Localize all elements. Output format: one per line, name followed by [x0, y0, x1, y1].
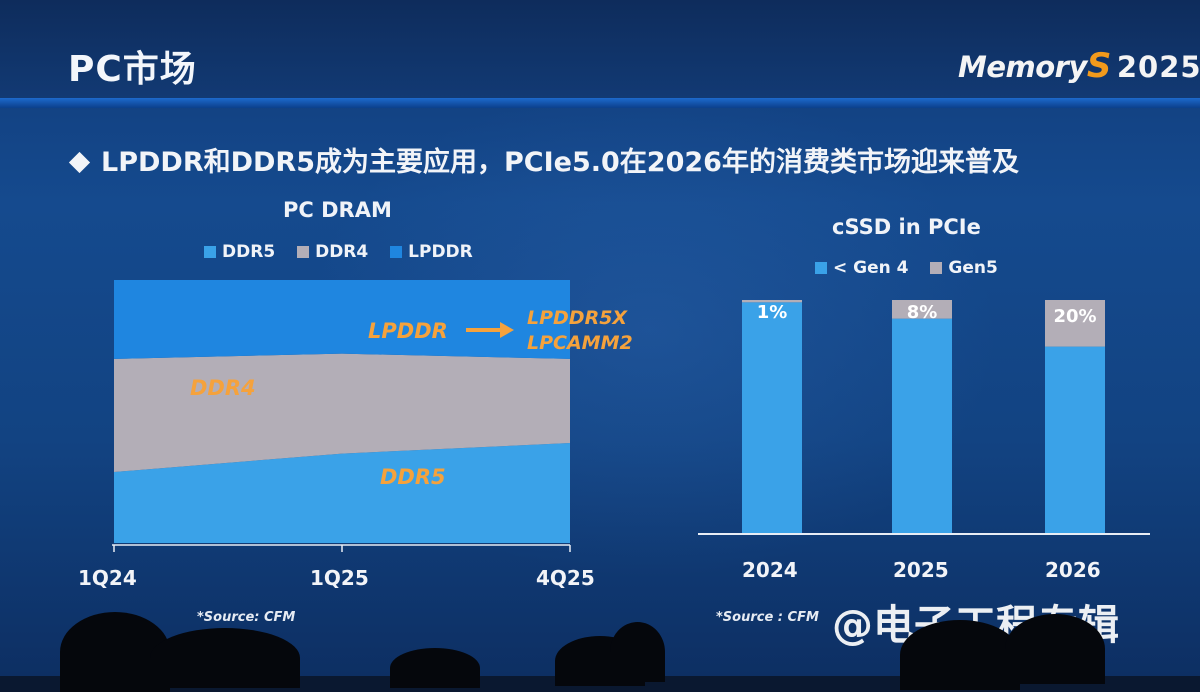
pc-dram-source: *Source: CFM [197, 610, 296, 625]
x-tick-label: 2025 [893, 558, 949, 582]
audience-head [150, 628, 300, 688]
logo-word: Memory [958, 50, 1087, 84]
legend-label: < Gen 4 [833, 258, 909, 278]
legend-label: DDR5 [222, 242, 276, 262]
bar-segment-gen5 [1045, 300, 1105, 347]
memorys-logo: MemoryS 2025 [958, 46, 1200, 86]
slide-header [0, 0, 1200, 100]
legend-swatch [297, 246, 310, 258]
legend-item-lpddr: LPDDR [390, 242, 473, 262]
area-series-lpddr [114, 280, 570, 359]
bar-segment-gen5 [742, 300, 802, 303]
legend-item-ddr4: DDR4 [297, 242, 368, 262]
area-series-ddr4 [114, 353, 570, 472]
audience-head [1005, 614, 1105, 684]
lpddr-target-label: LPDDR5X [527, 307, 628, 329]
header-divider [0, 98, 1200, 108]
logo-s-mark: S [1086, 46, 1112, 86]
audience-head [610, 622, 665, 682]
bar-segment-gen5 [892, 300, 952, 319]
slide-title: PC市场 [68, 49, 197, 90]
lpddr-target-label: LPCAMM2 [527, 332, 633, 354]
bar-segment-gen4 [742, 302, 802, 533]
x-tick-label: 1Q24 [78, 566, 137, 590]
legend-label: DDR4 [315, 242, 369, 262]
arrow-right-icon [500, 322, 514, 338]
legend-label: Gen5 [948, 258, 998, 278]
audience-head [390, 648, 480, 688]
cssd-source: *Source : CFM [716, 610, 819, 625]
bullet-point: LPDDR和DDR5成为主要应用，PCIe5.0在2026年的消费类市场迎来普及 [64, 140, 1019, 179]
legend-swatch [204, 246, 216, 258]
x-tick-label: 2024 [742, 558, 798, 582]
bullet-text: LPDDR和DDR5成为主要应用，PCIe5.0在2026年的消费类市场迎来普及 [101, 147, 1019, 178]
pc-dram-legend: DDR5 DDR4 LPDDR [204, 242, 489, 262]
legend-swatch [930, 262, 943, 274]
lpddr-label: LPDDR [368, 319, 448, 343]
x-tick-label: 4Q25 [536, 566, 595, 590]
ddr5-label: DDR5 [380, 465, 446, 489]
bar-data-label: 20% [1053, 306, 1096, 327]
pc-dram-title: PC DRAM [283, 198, 392, 222]
pc-dram-area-chart: DDR4 DDR5 LPDDR LPDDR5X LPCAMM2 [112, 280, 633, 552]
legend-item-gen4: < Gen 4 [815, 258, 909, 278]
cssd-bar-chart: 1% 8% 20% [698, 300, 1150, 535]
x-tick-label: 2026 [1045, 558, 1101, 582]
legend-swatch [390, 246, 403, 258]
ddr4-label: DDR4 [190, 376, 256, 400]
x-tick-label: 1Q25 [310, 566, 369, 590]
bar-data-label: 8% [907, 302, 938, 323]
bar-data-label: 1% [757, 302, 788, 323]
legend-item-ddr5: DDR5 [204, 242, 275, 262]
legend-swatch [815, 262, 827, 274]
cssd-legend: < Gen 4 Gen5 [815, 258, 1014, 278]
bar-segment-gen4 [892, 318, 952, 533]
legend-label: LPDDR [408, 242, 473, 262]
area-series-ddr5 [114, 443, 570, 543]
cssd-title: cSSD in PCIe [832, 215, 981, 239]
bar-segment-gen4 [1045, 346, 1105, 533]
audience-head [900, 620, 1020, 690]
logo-year: 2025 [1116, 50, 1200, 84]
legend-item-gen5: Gen5 [930, 258, 998, 278]
